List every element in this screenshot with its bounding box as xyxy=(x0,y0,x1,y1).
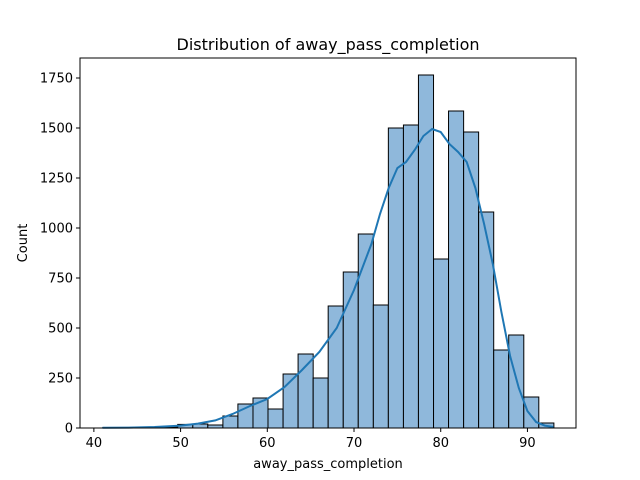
y-tick-label: 500 xyxy=(48,322,73,337)
histogram-bar xyxy=(523,396,540,429)
histogram-bar xyxy=(417,74,435,429)
kde-curve xyxy=(102,127,554,429)
y-tick-label: 1250 xyxy=(40,172,73,187)
histogram-bar xyxy=(357,233,374,429)
histogram-bar xyxy=(448,110,465,429)
x-tick-label: 90 xyxy=(519,436,536,451)
y-tick-label: 1500 xyxy=(40,122,73,137)
histogram-bar xyxy=(267,408,284,429)
histogram-bar xyxy=(372,304,389,429)
x-axis-ticks: 40 50 60 70 80 90 xyxy=(86,428,536,451)
x-tick-label: 40 xyxy=(86,436,103,451)
histogram-bar xyxy=(493,349,510,429)
histogram-bar xyxy=(327,305,344,429)
y-tick-label: 750 xyxy=(48,272,73,287)
x-tick-label: 80 xyxy=(432,436,449,451)
y-tick-label: 1000 xyxy=(40,222,73,237)
y-tick-label: 250 xyxy=(48,372,73,387)
chart-title: Distribution of away_pass_completion xyxy=(177,35,480,55)
y-axis-ticks: 0 250 500 750 1000 1250 1500 1750 xyxy=(40,72,80,437)
x-tick-label: 60 xyxy=(259,436,276,451)
histogram-bar xyxy=(312,377,329,429)
y-tick-label: 1750 xyxy=(40,72,73,87)
y-tick-label: 0 xyxy=(65,422,73,437)
x-axis-label: away_pass_completion xyxy=(253,457,403,472)
y-axis-label: Count xyxy=(16,224,31,263)
histogram-bar xyxy=(433,258,450,429)
histogram-bar xyxy=(402,124,419,429)
histogram-bar xyxy=(478,211,495,429)
x-tick-label: 50 xyxy=(172,436,189,451)
plot-frame xyxy=(79,57,577,429)
x-tick-label: 70 xyxy=(346,436,363,451)
